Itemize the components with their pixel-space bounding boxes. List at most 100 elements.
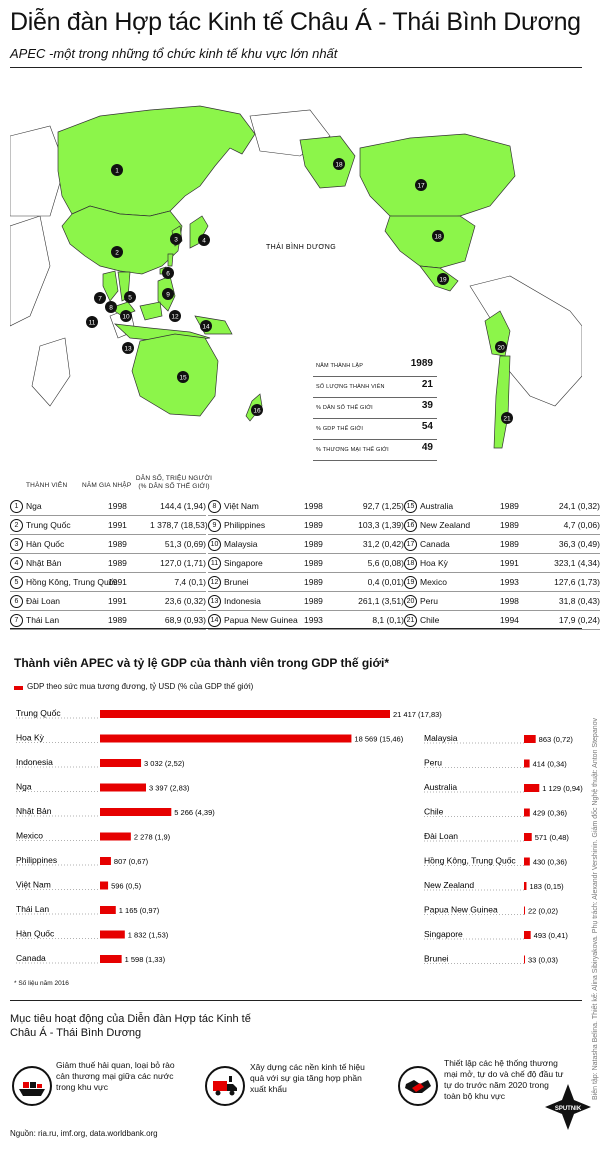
stat-label: % THƯƠNG MẠI THẾ GIỚI [316,447,389,453]
member-name: Singapore [224,558,263,568]
credits: Biên tập: Natasha Belina. Thiết kế: Alin… [592,718,599,1100]
map-marker [111,164,123,176]
member-year: 1989 [108,615,127,625]
member-number: 15 [404,500,417,513]
member-population: 17,9 (0,24) [558,615,600,625]
member-year: 1989 [304,577,323,587]
bar-value-label: 571 (0,48) [535,833,570,842]
gdp-bar [100,930,125,939]
member-year: 1989 [304,520,323,530]
member-row: 13 Indonesia 1989 261,1 (3,51) [208,593,404,611]
goals-title: Mục tiêu hoạt động của Diễn đàn Hợp tác … [10,1013,251,1039]
member-number: 4 [10,557,23,570]
map-marker [432,230,444,242]
gdp-bar [524,833,532,841]
member-name: Peru [420,596,438,606]
bar-category-label: Peru [424,758,442,768]
map-marker-label: 1 [115,167,119,174]
member-number: 10 [208,538,221,551]
member-number: 12 [208,576,221,589]
bar-value-label: 3 397 (2,83) [149,784,190,793]
bar-category-label: Đài Loan [424,831,458,841]
member-number: 20 [404,595,417,608]
member-population: 92,7 (1,25) [362,501,404,511]
truck-factory-icon [205,1066,245,1106]
member-name: Australia [420,501,454,511]
member-name: Papua New Guinea [224,615,298,625]
member-name: Canada [420,539,450,549]
gdp-bar [100,734,352,743]
map-marker [86,316,98,328]
map-marker-label: 12 [171,313,179,320]
map-marker-label: 10 [122,313,130,320]
member-number: 9 [208,519,221,532]
map-marker-label: 18 [335,161,343,168]
member-number: 3 [10,538,23,551]
bar-value-label: 863 (0,72) [539,735,574,744]
header-divider [10,67,582,68]
bar-category-label: Hồng Kông, Trung Quốc [424,856,516,866]
member-population: 68,9 (0,93) [164,615,206,625]
bar-category-label: Canada [16,953,46,963]
member-year: 1993 [304,615,323,625]
map-marker [105,301,117,313]
member-row: 16 New Zealand 1989 4,7 (0,06) [404,517,600,535]
bar-category-label: Hàn Quốc [16,929,55,939]
apec-map: 1 2 3 4 5 6 7 8 9 10 11 12 13 14 15 16 17 18 18 19 20 21 THÁI… [9,76,583,460]
member-row: 1 Nga 1998 144,4 (1,94) [10,498,206,516]
map-marker-label: 4 [202,237,206,244]
bar-value-label: 5 266 (4,39) [174,808,215,817]
member-population: 31,2 (0,42) [362,539,404,549]
map-marker [169,310,181,322]
bar-value-label: 3 032 (2,52) [144,759,185,768]
map-marker [170,233,182,245]
map-marker-label: 15 [179,374,187,381]
member-name: Hồng Kông, Trung Quốc [26,577,118,587]
member-row: 9 Philippines 1989 103,3 (1,39) [208,517,404,535]
sputnik-logo: SPUTNIK [545,1084,591,1130]
member-population: 23,6 (0,32) [164,596,206,606]
gdp-bar [524,857,530,866]
member-year: 1998 [304,501,323,511]
member-row: 12 Brunei 1989 0,4 (0,01) [208,574,404,592]
bar-category-label: Thái Lan [16,904,49,914]
map-marker-label: 2 [115,249,119,256]
legend-swatch [14,686,23,690]
member-row: 2 Trung Quốc 1991 1 378,7 (18,53) [10,517,208,535]
member-year: 1991 [108,577,127,587]
members-header-population: DÂN SỐ, TRIỆU NGƯỜI (% DÂN SỐ THẾ GIỚI) [135,475,213,490]
bar-value-label: 183 (0,15) [529,882,564,891]
member-number: 19 [404,576,417,589]
stat-value: 54 [421,421,433,432]
chart-title: Thành viên APEC và tỷ lệ GDP của thành v… [14,656,390,670]
goals-divider [10,1000,582,1001]
bar-value-label: 807 (0,67) [114,857,149,866]
map-marker-label: 7 [98,295,102,302]
gdp-bar [524,906,525,915]
bar-category-label: Hoa Kỳ [16,733,45,743]
map-marker-label: 8 [109,304,113,311]
member-year: 1991 [108,596,127,606]
member-name: Việt Nam [224,501,259,511]
stat-label: NĂM THÀNH LẬP [316,363,364,369]
member-population: 261,1 (3,51) [358,596,404,606]
goal-text-2: Xây dựng các nền kinh tế hiệu quả với sự… [250,1062,365,1094]
member-row: 20 Peru 1998 31,8 (0,43) [404,593,600,611]
map-marker-label: 21 [503,415,511,422]
stat-row: SỐ LƯỢNG THÀNH VIÊN 21 [313,377,437,398]
gdp-bar [524,882,527,890]
map-marker-label: 20 [497,344,505,351]
member-land [57,105,516,449]
member-name: Hoa Kỳ [420,558,448,568]
stat-label: % DÂN SỐ THẾ GIỚI [316,405,373,411]
gdp-bar [524,931,531,939]
page-subtitle: APEC -một trong những tổ chức kinh tế kh… [10,46,338,61]
member-number: 13 [208,595,221,608]
member-population: 36,3 (0,49) [558,539,600,549]
member-name: Philippines [224,520,266,530]
map-marker [333,158,345,170]
member-name: Indonesia [224,596,261,606]
member-year: 1998 [500,596,519,606]
stat-row: % DÂN SỐ THẾ GIỚI 39 [313,398,437,419]
bar-value-label: 1 598 (1,33) [125,955,166,964]
